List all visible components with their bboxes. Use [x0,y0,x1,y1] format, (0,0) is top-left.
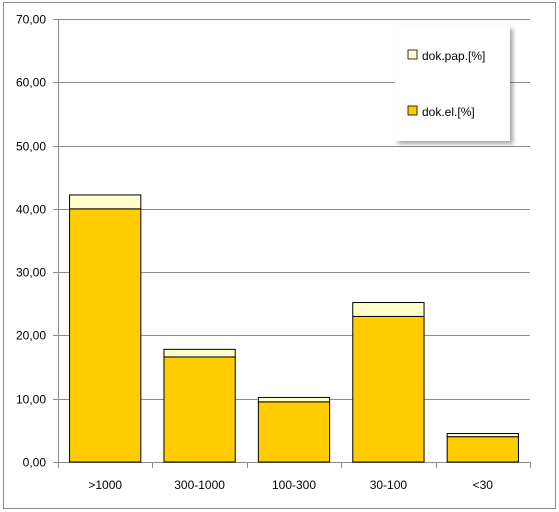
legend: dok.pap.[%] dok.el.[%] [395,26,510,141]
bar-paper [446,433,519,438]
legend-label-electronic: dok.el.[%] [422,105,475,119]
legend-swatch-electronic [407,105,418,116]
legend-label-paper: dok.pap.[%] [422,49,485,63]
legend-box [395,26,510,141]
y-tick-label: 0,00 [23,456,47,470]
y-tick-label: 60,00 [16,76,46,90]
tick-labels: 0,00 10,00 20,00 30,00 40,00 50,00 60,00 70,00 >… [16,13,493,493]
bar-paper [257,396,331,403]
y-tick-label: 30,00 [16,266,46,280]
y-tick-label: 50,00 [16,140,46,154]
bar-electronic [163,356,236,463]
bar-electronic [257,401,331,463]
bars [69,194,519,463]
y-tick-label: 70,00 [16,13,46,27]
y-tick-label: 20,00 [16,329,46,343]
x-tick-label: <30 [473,478,494,492]
bar-paper [163,348,236,358]
bar-electronic [69,208,142,463]
x-tick-label: >1000 [88,478,122,492]
y-tick-label: 10,00 [16,393,46,407]
bar-electronic [446,436,519,463]
x-tick-label: 300-1000 [174,478,225,492]
bar-paper [352,302,425,317]
x-tick-label: 100-300 [272,478,316,492]
y-tick-label: 40,00 [16,203,46,217]
x-tick-label: 30-100 [370,478,408,492]
bar-paper [69,194,142,210]
legend-swatch-paper [407,49,418,60]
bar-electronic [352,315,425,463]
